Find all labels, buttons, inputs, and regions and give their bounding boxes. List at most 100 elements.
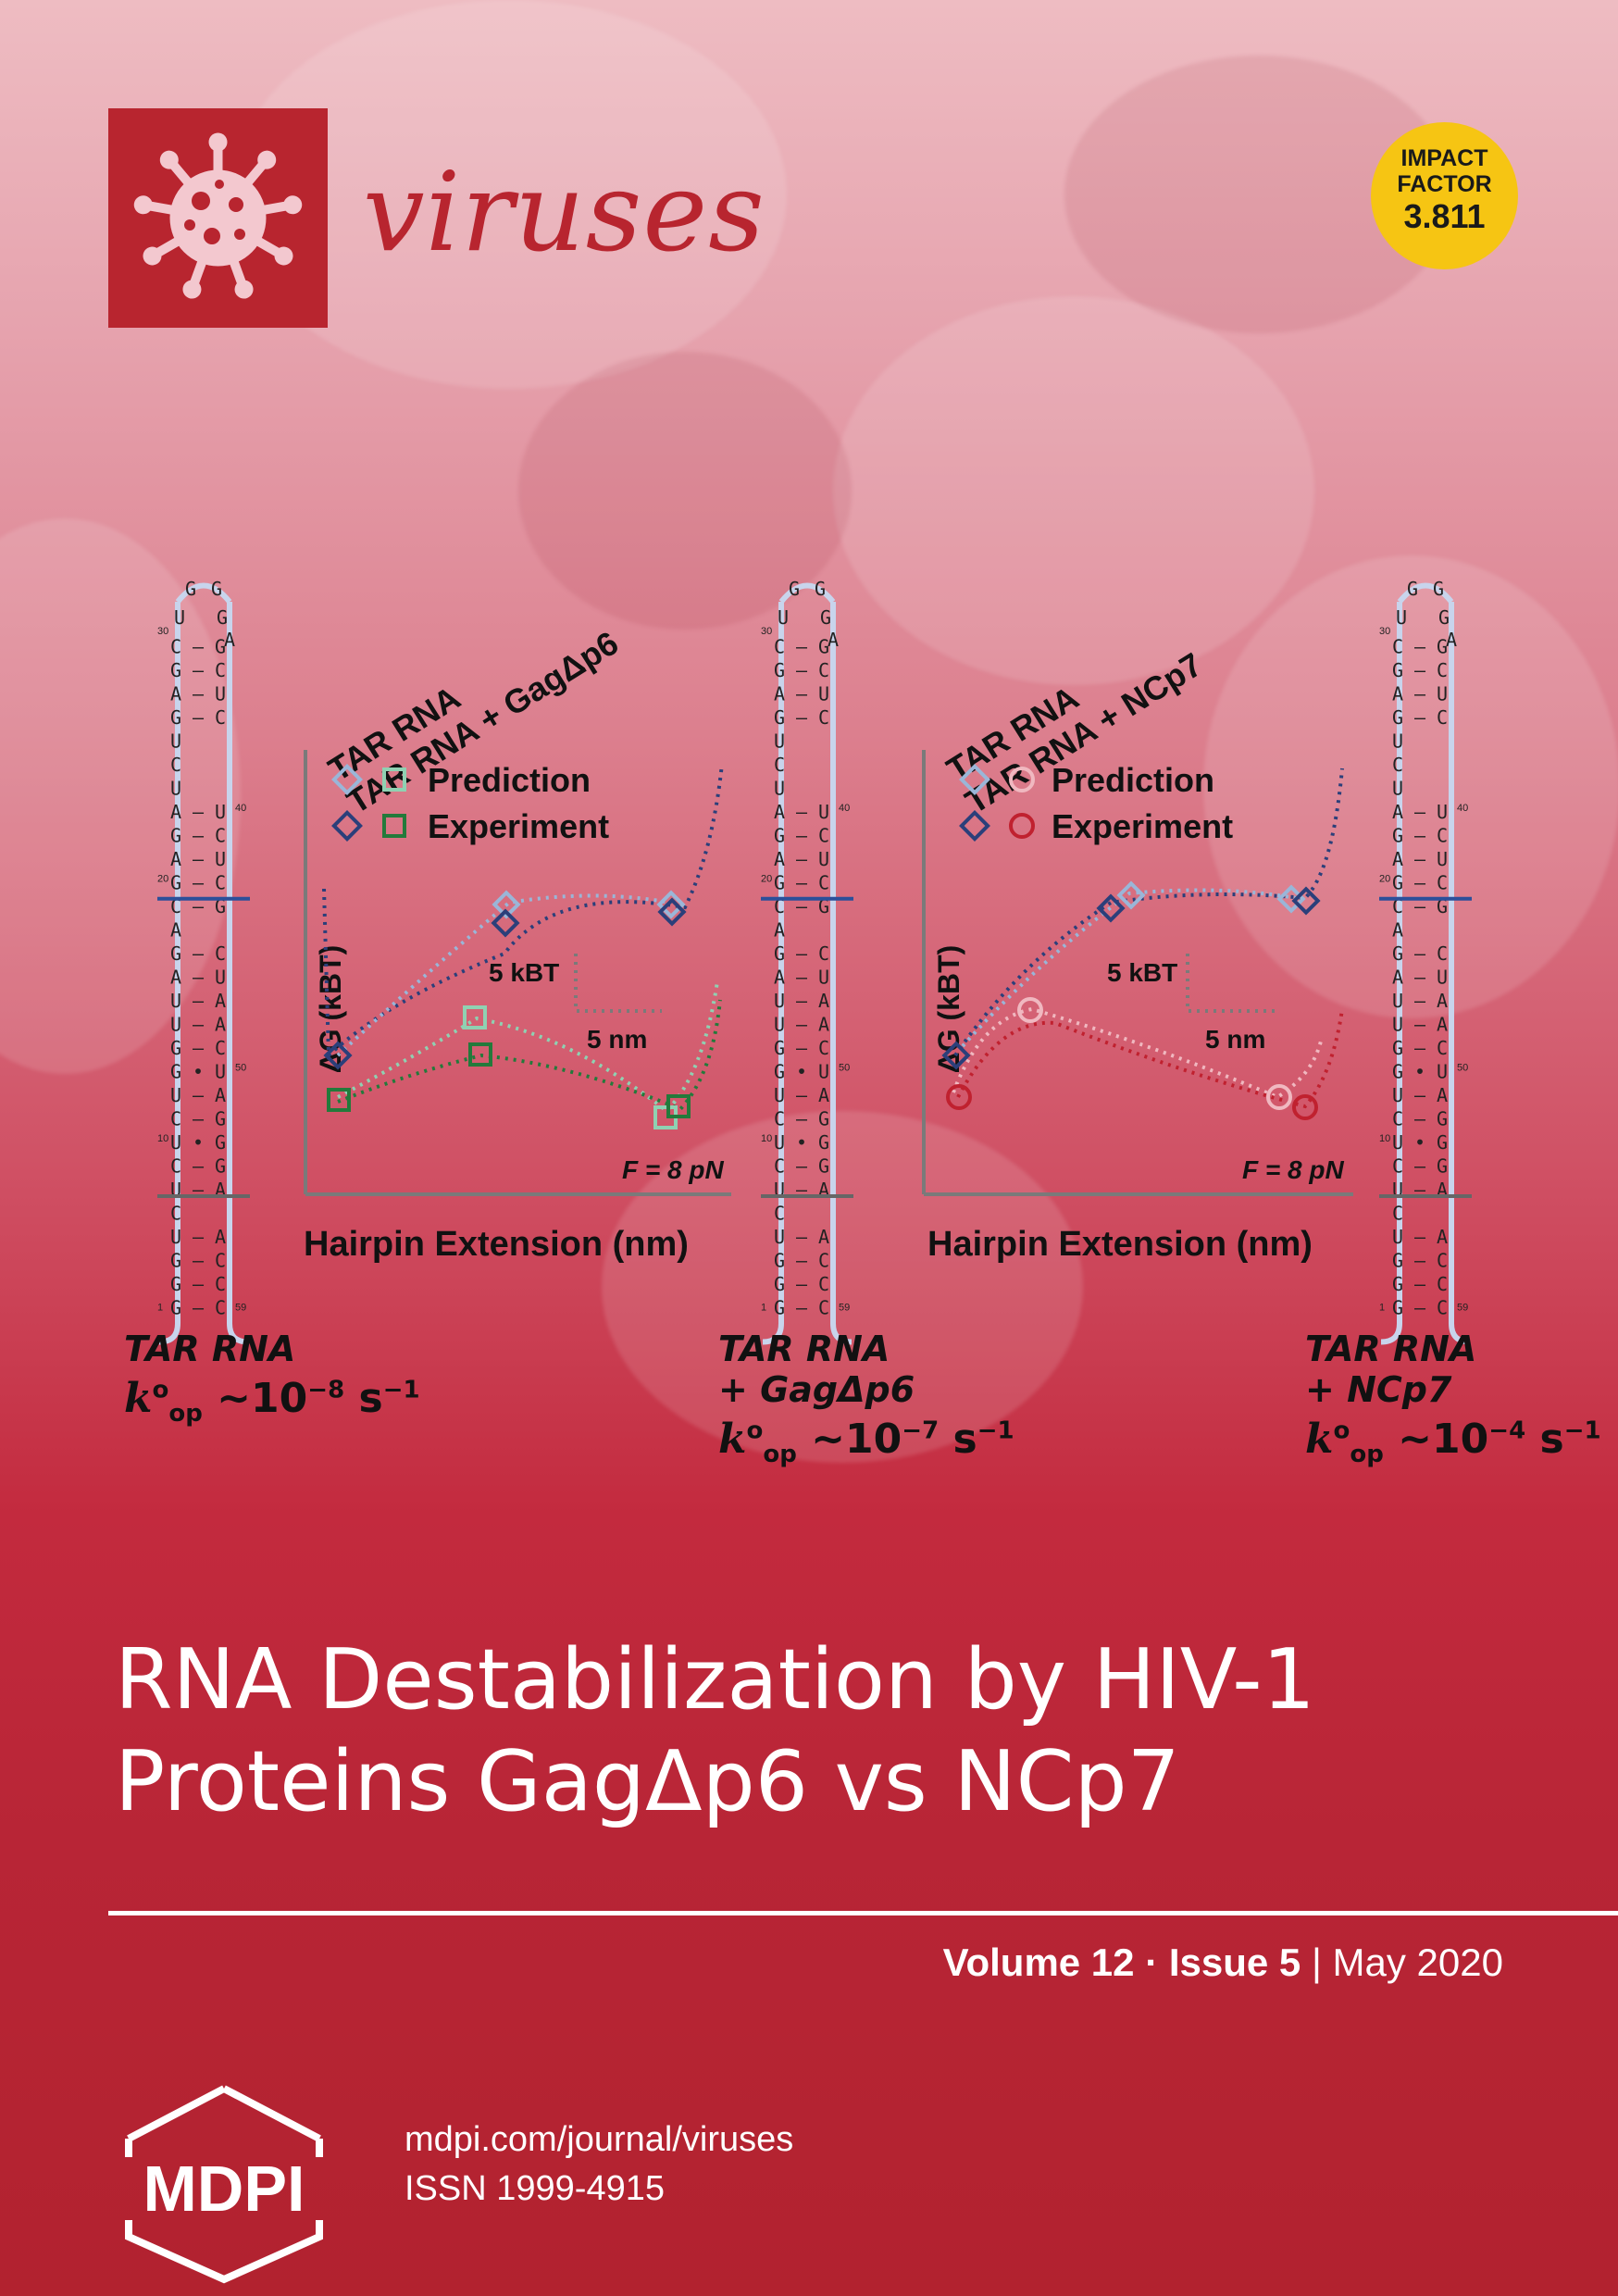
position-number: 40 [839, 803, 850, 814]
nucleotide-left: A [774, 848, 785, 870]
length-scale-label: 5 nm [587, 1025, 647, 1054]
nucleotide-left: C [170, 754, 181, 776]
nucleotide-left: G [1392, 1297, 1403, 1319]
nucleotide-left: G [170, 942, 181, 965]
pair-bond: – [796, 1226, 808, 1248]
background-blob [602, 1111, 1083, 1463]
publisher-name: MDPI [143, 2152, 305, 2225]
nucleotide-right: G [1437, 1155, 1448, 1178]
nucleotide-right: U [818, 848, 829, 870]
nucleotide-left: A [170, 801, 181, 823]
ncp7-experiment-curve [956, 1008, 1344, 1109]
nucleotide-left: G [774, 1273, 785, 1295]
cover-figure: G GU GAC – GG – CA – UG – CU C U A – UG – CA – UG – CC – GA … [157, 578, 1472, 1345]
pair-bond: – [796, 1014, 808, 1036]
nucleotide-right: G [1437, 636, 1448, 658]
x-axis-label: Hairpin Extension (nm) [927, 1225, 1313, 1264]
pair-bond: – [193, 1108, 205, 1130]
nucleotide-right: U [1437, 683, 1448, 705]
nucleotide-left: U [774, 778, 785, 800]
article-title-line-1: RNA Destabilization by HIV-1 [115, 1631, 1315, 1728]
nucleotide-left: U [170, 1084, 181, 1106]
tar-gag-hairpin-structure: G GU GAC – GG – CA – UG – CU C U A – UG – CA – UG – CC – GA … [761, 578, 853, 1345]
journal-url[interactable]: mdpi.com/journal/viruses [404, 2120, 794, 2159]
loop-nucleotide: U [174, 606, 185, 629]
pair-bond: • [796, 1061, 807, 1083]
position-number: 20 [1379, 874, 1390, 885]
article-title-line-2: Proteins GagΔp6 vs NCp7 [115, 1733, 1180, 1830]
opening-rate: koop ∼10−8 s−1 [124, 1375, 420, 1428]
pair-bond: – [193, 942, 205, 965]
journal-name: viruses [363, 148, 765, 276]
article-title: RNA Destabilization by HIV-1 Proteins Ga… [115, 1629, 1559, 1833]
protein-experiment-point [468, 1042, 492, 1067]
pair-bond: – [796, 1273, 808, 1295]
protein-prediction-point [1017, 997, 1043, 1023]
legend-experiment-marker [331, 810, 363, 842]
virus-icon [133, 132, 303, 299]
nucleotide-right: G [215, 895, 226, 917]
tar-prediction-curve [961, 888, 1297, 1048]
nucleotide-right: C [818, 1297, 829, 1319]
ncp7-prediction-curve [952, 1006, 1324, 1100]
nucleotide-left: G [1392, 942, 1403, 965]
protein-experiment-point [666, 1094, 691, 1118]
legend-experiment-marker-protein [1009, 813, 1035, 839]
caption-name: TAR RNA [124, 1329, 296, 1369]
legend-prediction-marker-protein [1009, 767, 1035, 792]
nucleotide-right: U [818, 1061, 829, 1083]
nucleotide-left: U [170, 1014, 181, 1036]
energy-scale-label: 5 kBT [489, 958, 559, 987]
nucleotide-left: U [1392, 1226, 1403, 1248]
pair-bond: – [193, 659, 205, 681]
issue-date: May 2020 [1332, 1940, 1503, 1984]
pair-bond: – [193, 1037, 205, 1059]
position-number: 1 [157, 1303, 163, 1314]
nucleotide-left: A [774, 683, 785, 705]
position-number: 10 [1379, 1133, 1390, 1144]
nucleotide-right: G [818, 895, 829, 917]
experiment-point [491, 908, 520, 938]
energy-landscape-panel-gag: TAR RNA TAR RNA + GagΔp6 ΔG (kBT) Hairpi… [304, 623, 731, 1264]
loop-nucleotide: U [1396, 606, 1407, 629]
nucleotide-left: A [774, 967, 785, 989]
pair-bond: – [796, 990, 808, 1012]
backbone-3prime [830, 602, 853, 1345]
pair-bond: – [193, 825, 205, 847]
nucleotide-right: C [818, 1273, 829, 1295]
tar-ncp7-hairpin-structure: G GU GAC – GG – CA – UG – CU C U A – UG – CA – UG – CC – GA … [1379, 578, 1472, 1345]
nucleotide-left: C [170, 895, 181, 917]
nucleotide-right: U [215, 1061, 226, 1083]
legend-experiment-marker [959, 810, 990, 842]
backbone-3prime [227, 602, 249, 1345]
nucleotide-left: G [774, 706, 785, 729]
pair-bond: – [1414, 967, 1426, 989]
nucleotide-right: U [818, 801, 829, 823]
nucleotide-right: U [215, 683, 226, 705]
impact-factor-badge: IMPACT FACTOR 3.811 [1371, 122, 1518, 269]
nucleotide-left: C [1392, 895, 1403, 917]
nucleotide-left: U [170, 1131, 181, 1154]
loop-nucleotide: G [820, 606, 831, 629]
nucleotide-left: C [774, 895, 785, 917]
nucleotide-left: A [1392, 919, 1403, 942]
nucleotide-left: G [1392, 825, 1403, 847]
legend-experiment: Experiment [428, 807, 609, 845]
legend-prediction-marker-protein [382, 767, 406, 792]
opening-rate: koop ∼10−4 s−1 [1305, 1416, 1601, 1468]
issue-separator: · [1134, 1940, 1169, 1984]
pair-bond: – [193, 801, 205, 823]
tar-experiment-curve [953, 767, 1344, 1057]
pair-bond: – [796, 1297, 808, 1319]
pair-bond: – [193, 1226, 205, 1248]
nucleotide-right: G [818, 636, 829, 658]
nucleotide-left: G [170, 1273, 181, 1295]
nucleotide-right: C [1437, 1250, 1448, 1272]
pair-bond: – [193, 636, 205, 658]
position-number: 50 [1457, 1063, 1468, 1074]
pair-bond: • [1414, 1131, 1425, 1154]
pair-bond: – [1414, 1273, 1426, 1295]
nucleotide-left: G [774, 872, 785, 894]
pair-bond: – [1414, 1084, 1426, 1106]
